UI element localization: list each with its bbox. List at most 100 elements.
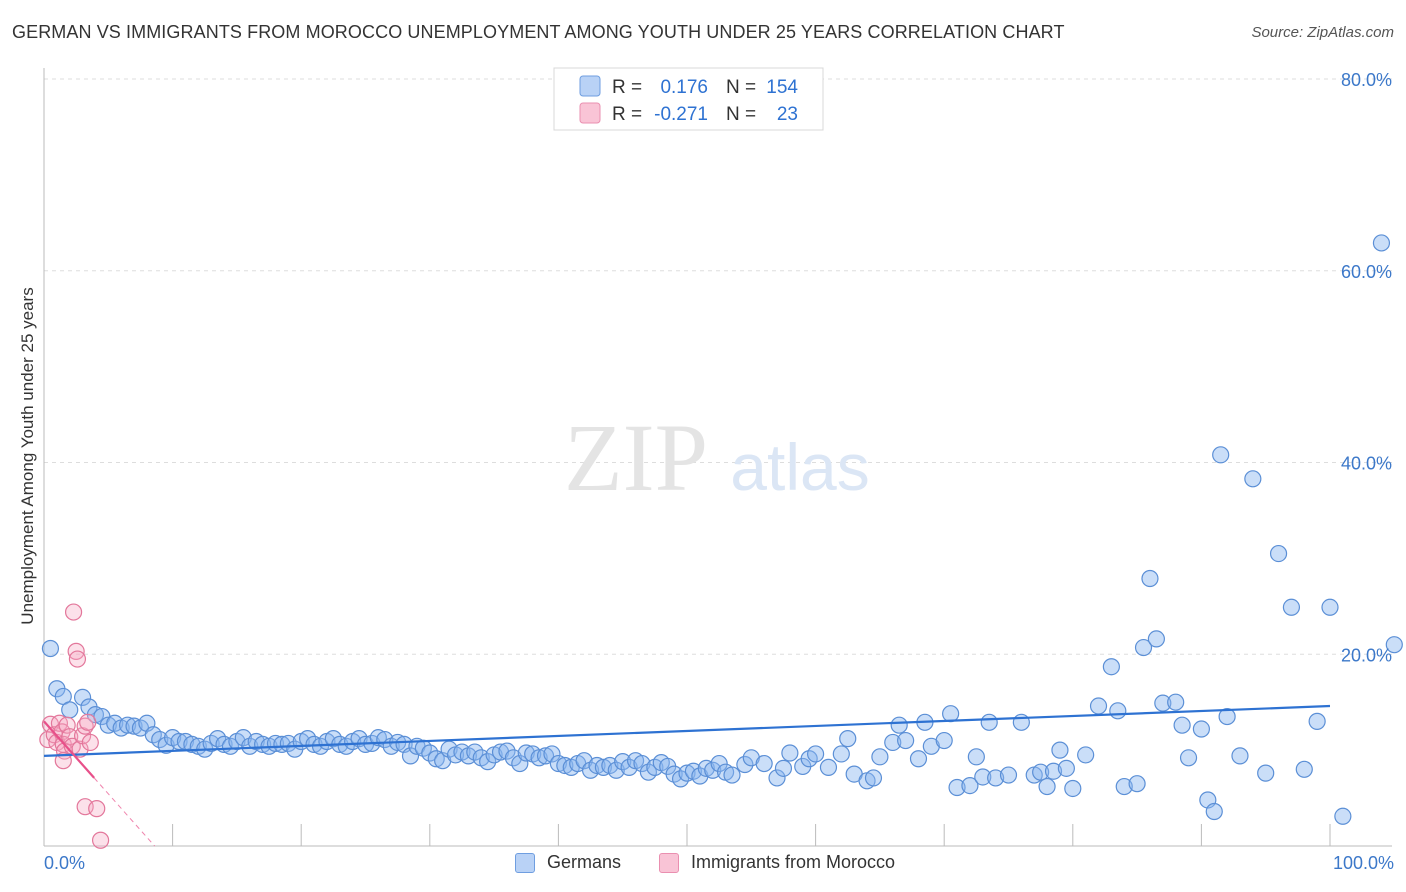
legend-n-value-morocco: 23 (777, 104, 798, 125)
point-germans (1077, 746, 1095, 764)
point-germans (806, 745, 825, 763)
point-germans (498, 742, 516, 760)
legend-bottom-swatch-germans (515, 852, 535, 873)
point-morocco (81, 733, 99, 752)
point-germans (1154, 694, 1172, 712)
point-germans (607, 761, 625, 779)
point-germans (536, 747, 555, 765)
point-germans (1173, 716, 1191, 734)
point-germans (723, 766, 741, 784)
point-germans (697, 759, 715, 777)
point-germans (1218, 707, 1236, 726)
point-germans (987, 769, 1005, 787)
point-morocco (79, 713, 97, 731)
legend-swatch-morocco (579, 102, 601, 124)
point-germans (710, 754, 728, 773)
source-credit: Source: ZipAtlas.com (1251, 24, 1394, 41)
point-germans (678, 764, 696, 782)
series-germans (41, 234, 1403, 825)
legend-r-value-morocco: -0.271 (654, 104, 708, 125)
point-germans (594, 758, 613, 776)
point-germans (961, 776, 979, 795)
point-morocco (64, 603, 83, 621)
point-germans (1244, 470, 1262, 488)
y-tick-label-60: 60.0% (1341, 262, 1392, 282)
point-germans (614, 753, 632, 771)
point-germans (1334, 807, 1352, 825)
point-germans (421, 744, 439, 762)
legend-bottom-swatch-morocco (659, 852, 679, 873)
point-germans (1385, 636, 1403, 654)
legend-item-morocco: Immigrants from Morocco (659, 852, 895, 873)
point-germans (73, 688, 92, 706)
point-germans (517, 744, 535, 762)
point-germans (41, 639, 60, 658)
point-germans (479, 753, 497, 771)
point-morocco (68, 650, 87, 668)
point-morocco (71, 740, 89, 758)
point-germans (1109, 702, 1127, 720)
point-germans (736, 755, 754, 774)
point-germans (1089, 697, 1108, 715)
point-germans (549, 754, 568, 773)
point-germans (125, 717, 143, 735)
point-germans (1167, 693, 1185, 711)
point-morocco (54, 752, 72, 770)
point-germans (588, 756, 606, 775)
chart-title: GERMAN VS IMMIGRANTS FROM MOROCCO UNEMPL… (12, 22, 1065, 42)
point-germans (1321, 598, 1339, 616)
point-germans (1115, 777, 1133, 796)
point-germans (819, 758, 838, 776)
point-germans (99, 716, 117, 734)
point-germans (234, 729, 252, 747)
point-germans (890, 716, 908, 734)
point-morocco (61, 728, 79, 746)
legend-label-germans: Germans (547, 852, 622, 872)
point-germans (1134, 638, 1153, 657)
point-germans (511, 754, 529, 773)
point-germans (884, 733, 902, 752)
point-germans (1038, 777, 1056, 796)
point-germans (324, 730, 342, 748)
legend-n-label-morocco: N = (726, 104, 756, 125)
legend-r-label-morocco: R = (612, 104, 642, 125)
y-tick-label-20: 20.0% (1341, 645, 1392, 665)
point-morocco (88, 800, 106, 818)
trend-line-morocco (43, 720, 95, 779)
point-germans (1212, 446, 1230, 464)
point-germans (980, 713, 998, 731)
trend-line-germans (43, 704, 1331, 757)
point-germans (1051, 741, 1069, 759)
point-germans (401, 747, 420, 765)
point-germans (781, 744, 799, 762)
point-germans (209, 730, 227, 748)
point-germans (427, 750, 445, 768)
point-germans (170, 732, 188, 751)
point-germans (1269, 544, 1288, 563)
point-germans (543, 745, 561, 763)
point-germans (1064, 779, 1082, 798)
legend-bottom: Germans Immigrants from Morocco (0, 852, 1406, 876)
point-germans (183, 735, 201, 753)
point-germans (633, 754, 651, 773)
point-germans (1282, 598, 1301, 616)
legend-top: R = 0.176 N = 154 R = -0.271 N = 23 (553, 67, 824, 131)
trend-line-morocco-extension (93, 777, 155, 847)
point-germans (839, 730, 857, 748)
point-germans (1295, 760, 1313, 778)
watermark: ZIP atlas (564, 404, 870, 511)
trend-lines (43, 704, 1331, 847)
point-germans (967, 748, 985, 766)
tick-labels: 20.0% 40.0% 60.0% 80.0% 0.0% 100.0% (44, 70, 1394, 873)
x-tick-label-max: 100.0% (1333, 853, 1394, 873)
point-germans (974, 768, 992, 786)
legend-r-label-germans: R = (612, 77, 642, 98)
gridlines (44, 78, 1392, 655)
point-germans (897, 731, 915, 750)
point-germans (1257, 764, 1275, 782)
point-germans (1044, 762, 1063, 780)
point-germans (1179, 749, 1198, 767)
point-germans (755, 754, 773, 773)
axes (43, 68, 1392, 847)
